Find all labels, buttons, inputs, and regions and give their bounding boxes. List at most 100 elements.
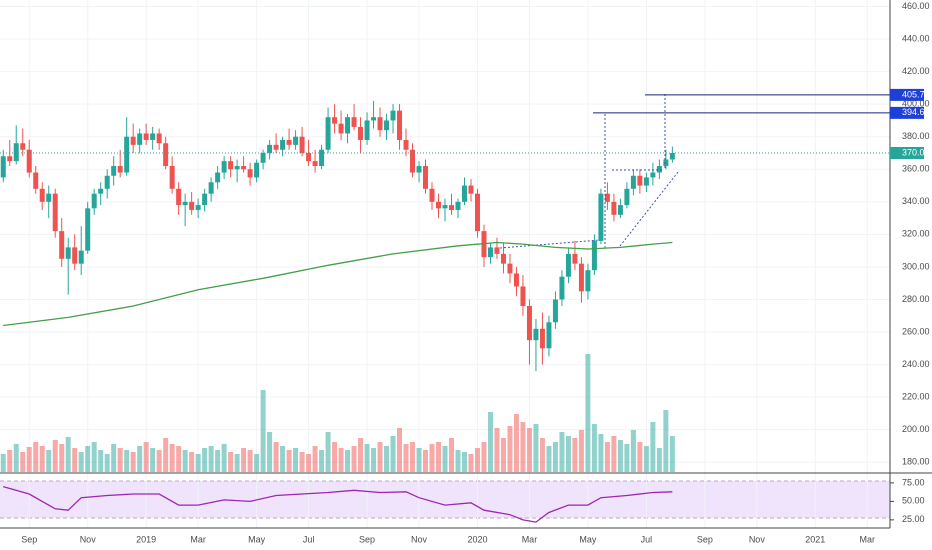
candle-body xyxy=(423,166,429,189)
volume-bar xyxy=(130,452,136,472)
y-tick-label: 380.00 xyxy=(902,131,930,141)
x-tick-label: Jul xyxy=(303,534,315,544)
volume-bar xyxy=(585,354,591,472)
y-tick-label: 180.00 xyxy=(902,457,930,467)
volume-bar xyxy=(546,446,552,472)
volume-bar xyxy=(150,448,156,472)
volume-bar xyxy=(299,452,305,472)
volume-bar xyxy=(260,390,266,472)
candle-body xyxy=(26,149,32,173)
candle-body xyxy=(364,120,370,140)
candle-body xyxy=(533,328,539,341)
volume-bar xyxy=(234,454,240,472)
volume-bar xyxy=(371,448,377,472)
candle-body xyxy=(85,208,91,251)
y-tick-label: 200.00 xyxy=(902,424,930,434)
volume-bar xyxy=(669,436,675,472)
volume-bar xyxy=(189,452,195,472)
rsi-tick-label: 50.00 xyxy=(902,496,925,506)
candle-body xyxy=(448,205,454,210)
candle-body xyxy=(39,188,45,202)
volume-bar xyxy=(117,448,123,472)
candle-body xyxy=(539,328,545,349)
volume-bar xyxy=(0,454,6,472)
y-tick-label: 460.00 xyxy=(902,1,930,11)
candle-body xyxy=(137,133,143,145)
moving-average xyxy=(3,241,673,327)
candle-body xyxy=(98,188,104,194)
candle-body xyxy=(403,139,409,150)
candle-body xyxy=(78,250,84,264)
candle-body xyxy=(247,169,253,178)
x-tick-label: May xyxy=(579,534,597,544)
y-tick-label: 420.00 xyxy=(902,66,930,76)
volume-bar xyxy=(403,444,409,472)
volume-bar xyxy=(306,454,312,472)
volume-bar xyxy=(364,444,370,472)
volume-bar xyxy=(91,442,97,472)
volume-bar xyxy=(565,436,571,472)
price-label-bg xyxy=(890,106,924,119)
volume-bar xyxy=(332,442,338,472)
candle-body xyxy=(59,231,65,259)
candle-body xyxy=(578,263,584,292)
volume-bar xyxy=(247,450,253,472)
candle-body xyxy=(65,247,71,259)
y-tick-label: 300.00 xyxy=(902,261,930,271)
x-tick-label: Mar xyxy=(860,534,876,544)
volume-bar xyxy=(598,434,604,472)
volume-bar xyxy=(85,446,91,472)
volume-bar xyxy=(169,444,175,472)
candle-body xyxy=(46,193,52,202)
volume-bar xyxy=(312,446,318,472)
volume-bar xyxy=(176,446,182,472)
candle-body xyxy=(254,162,260,178)
candle-body xyxy=(494,247,500,254)
candle-body xyxy=(611,201,617,215)
y-tick-label: 400.00 xyxy=(902,99,930,109)
candle-body xyxy=(293,136,299,145)
candle-body xyxy=(351,117,357,127)
candle-body xyxy=(169,166,175,189)
volume-bar xyxy=(241,448,247,472)
candle-body xyxy=(156,133,162,144)
candles xyxy=(0,100,675,372)
volume-bar xyxy=(267,432,273,472)
candle-body xyxy=(656,166,662,173)
y-tick-label: 220.00 xyxy=(902,392,930,402)
candle-body xyxy=(384,120,390,131)
price-label: 405.70 xyxy=(902,89,930,99)
volume-bar xyxy=(293,448,299,472)
candle-body xyxy=(20,143,26,150)
volume-bar xyxy=(195,454,201,472)
price-label: 394.65 xyxy=(902,107,930,117)
x-tick-label: Nov xyxy=(411,534,428,544)
candle-body xyxy=(559,276,565,300)
y-tick-label: 260.00 xyxy=(902,326,930,336)
y-tick-label: 320.00 xyxy=(902,229,930,239)
candle-body xyxy=(202,193,208,206)
volume-bar xyxy=(13,444,19,472)
volume-bar xyxy=(533,424,539,472)
candle-body xyxy=(208,182,214,194)
volume-bar xyxy=(663,410,669,472)
volume-bar xyxy=(254,454,260,472)
candle-body xyxy=(377,117,383,131)
candle-body xyxy=(630,175,636,189)
volume-bar xyxy=(481,442,487,472)
candle-body xyxy=(195,205,201,210)
rsi-band xyxy=(0,481,890,518)
y-tick-label: 240.00 xyxy=(902,359,930,369)
volume-bar xyxy=(358,438,364,472)
rsi-tick-label: 25.00 xyxy=(902,514,925,524)
volume-bar xyxy=(572,438,578,472)
candle-body xyxy=(306,152,312,162)
volume-bar xyxy=(617,440,623,472)
volume-bar xyxy=(494,428,500,472)
volume-bar xyxy=(410,442,416,472)
volume-bar xyxy=(526,428,532,472)
volume-bar xyxy=(650,422,656,472)
volume-bar xyxy=(163,438,169,472)
candle-body xyxy=(358,126,364,140)
